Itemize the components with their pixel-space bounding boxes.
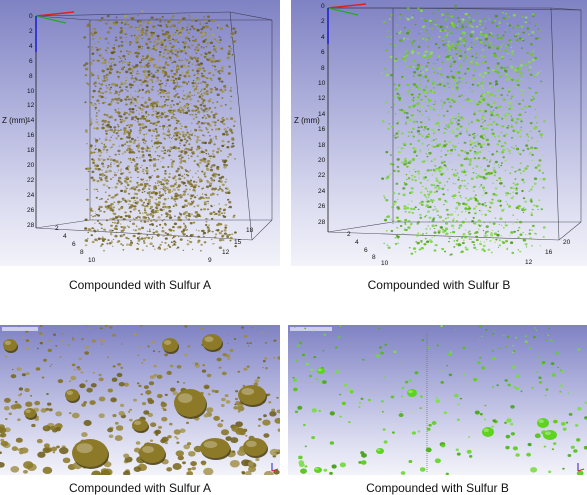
axis-tick-label: 28 [27, 221, 35, 229]
caption-sulfur-a-bottom: Compounded with Sulfur A [68, 481, 212, 495]
axis-tick-label: 6 [29, 57, 33, 65]
axis-tick-label: 0 [321, 3, 325, 10]
particle-cloud [292, 325, 587, 475]
caption-sulfur-a-top: Compounded with Sulfur A [68, 278, 212, 292]
axis-tick-label: 4 [321, 33, 325, 41]
axis-tick-label: 12 [222, 249, 230, 256]
orientation-triad-icon [327, 3, 367, 44]
axis-tick-label: 6 [321, 49, 325, 57]
axis-tick-label: 8 [372, 254, 376, 261]
axis-tick-label: 28 [318, 218, 326, 226]
particle-cloud [83, 10, 237, 252]
axis-tick-label: 15 [234, 239, 242, 246]
axis-tick-label: 18 [246, 227, 254, 234]
axis-tick-label: 24 [318, 187, 326, 195]
axis-tick-label: 6 [364, 247, 368, 254]
particle-cloud [381, 4, 546, 256]
viewer-toolbar-strip [290, 327, 332, 331]
axis-tick-label: 10 [88, 257, 96, 264]
closeup-render-sulfur-a [0, 325, 280, 475]
orientation-triad-icon [271, 463, 279, 472]
caption-sulfur-b-top: Compounded with Sulfur B [367, 278, 511, 292]
axis-tick-label: 4 [29, 42, 33, 50]
bounding-box-wireframe [327, 7, 582, 241]
volume-render-sulfur-b [327, 3, 582, 256]
axis-tick-label: 24 [27, 191, 35, 199]
axis-tick-label: 16 [545, 249, 553, 256]
viewer-toolbar-strip [2, 327, 38, 331]
axis-tick-label: 16 [27, 132, 35, 140]
axis-tick-label: 2 [55, 225, 59, 232]
axis-tick-label: 9 [208, 257, 212, 264]
axis-tick-label: 12 [525, 259, 533, 266]
axis-tick-label: 22 [318, 172, 326, 180]
axis-tick-label: 14 [318, 110, 326, 118]
closeup-view-sulfur-a [0, 325, 280, 475]
axis-tick-label: 14 [27, 117, 35, 125]
orientation-triad-icon [577, 463, 585, 472]
axis-tick-label: 26 [318, 203, 326, 211]
axis-tick-label: 20 [27, 162, 35, 169]
axis-tick-label: 26 [27, 206, 35, 214]
orientation-triad-icon [35, 11, 75, 52]
z-axis-label: Z (mm) [2, 116, 28, 125]
volume-view-sulfur-b: Z (mm) 0 2 4 6 8 10 12 14 16 18 20 22 24 26 28 2 4 6 8 10 … [291, 0, 587, 266]
axis-tick-label: 6 [72, 241, 76, 248]
caption-sulfur-b-bottom: Compounded with Sulfur B [366, 481, 509, 495]
axis-tick-label: 20 [318, 157, 326, 164]
volume-render-sulfur-a [35, 10, 273, 252]
axis-tick-label: 8 [29, 72, 33, 80]
axis-tick-label: 18 [318, 141, 326, 149]
z-axis-label: Z (mm) [294, 116, 320, 125]
axis-tick-label: 2 [347, 231, 351, 238]
axis-tick-label: 20 [563, 239, 571, 246]
axis-tick-label: 10 [27, 87, 35, 95]
axis-tick-label: 2 [29, 27, 33, 35]
axis-tick-label: 10 [318, 80, 326, 87]
axis-tick-label: 12 [27, 102, 35, 110]
axis-tick-label: 18 [27, 147, 35, 155]
axis-tick-label: 4 [355, 239, 359, 246]
closeup-render-sulfur-b [290, 325, 587, 475]
closeup-view-sulfur-b [288, 325, 587, 475]
axis-tick-label: 4 [63, 233, 67, 240]
volume-view-sulfur-a: Z (mm) 0 2 4 6 8 10 12 14 16 18 20 22 24 26 28 2 4 6 8 10 … [0, 0, 280, 266]
axis-tick-label: 12 [318, 95, 326, 103]
axis-tick-label: 22 [27, 176, 35, 184]
axis-tick-label: 0 [29, 13, 33, 20]
axis-tick-label: 8 [321, 64, 325, 72]
axis-tick-label: 8 [80, 249, 84, 256]
particle-cloud [0, 325, 280, 475]
axis-tick-label: 10 [381, 260, 389, 266]
axis-tick-label: 16 [318, 126, 326, 134]
axis-tick-label: 2 [321, 18, 325, 26]
